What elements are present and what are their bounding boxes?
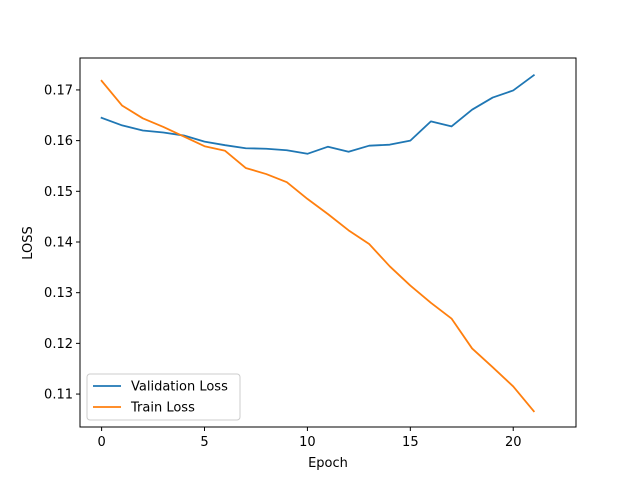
x-axis-label: Epoch [308, 456, 348, 471]
plot-frame [79, 57, 577, 428]
y-tick-label: 0.12 [44, 337, 73, 352]
x-tick-label: 10 [299, 435, 316, 450]
x-tick-label: 15 [402, 435, 419, 450]
y-tick-label: 0.17 [44, 83, 73, 98]
legend: Validation Loss Train Loss [86, 373, 241, 421]
x-tick-label: 5 [200, 435, 208, 450]
y-tick-label: 0.14 [44, 235, 73, 250]
legend-box [86, 373, 241, 421]
axis-ticks: 0 5 10 15 20 0.11 0.12 0.13 0.14 0.15 0.16 0.17 [44, 83, 521, 450]
y-tick-label: 0.11 [44, 388, 73, 403]
legend-label: Validation Loss [131, 380, 228, 395]
series-line-0 [100, 73, 536, 155]
plot-marks [100, 73, 536, 413]
y-tick-label: 0.16 [44, 134, 73, 149]
y-tick-label: 0.13 [44, 286, 73, 301]
y-tick-label: 0.15 [44, 185, 73, 200]
legend-label: Train Loss [130, 401, 195, 416]
series-line-1 [100, 79, 536, 413]
x-tick-label: 20 [505, 435, 522, 450]
y-axis-label: LOSS [21, 226, 36, 260]
x-tick-label: 0 [97, 435, 105, 450]
